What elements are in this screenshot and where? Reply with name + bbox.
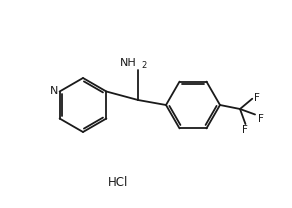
Text: NH: NH	[120, 58, 137, 68]
Text: N: N	[49, 85, 58, 95]
Text: F: F	[241, 125, 247, 135]
Text: F: F	[254, 93, 260, 103]
Text: 2: 2	[141, 61, 147, 69]
Text: HCl: HCl	[108, 176, 128, 188]
Text: F: F	[258, 114, 264, 124]
